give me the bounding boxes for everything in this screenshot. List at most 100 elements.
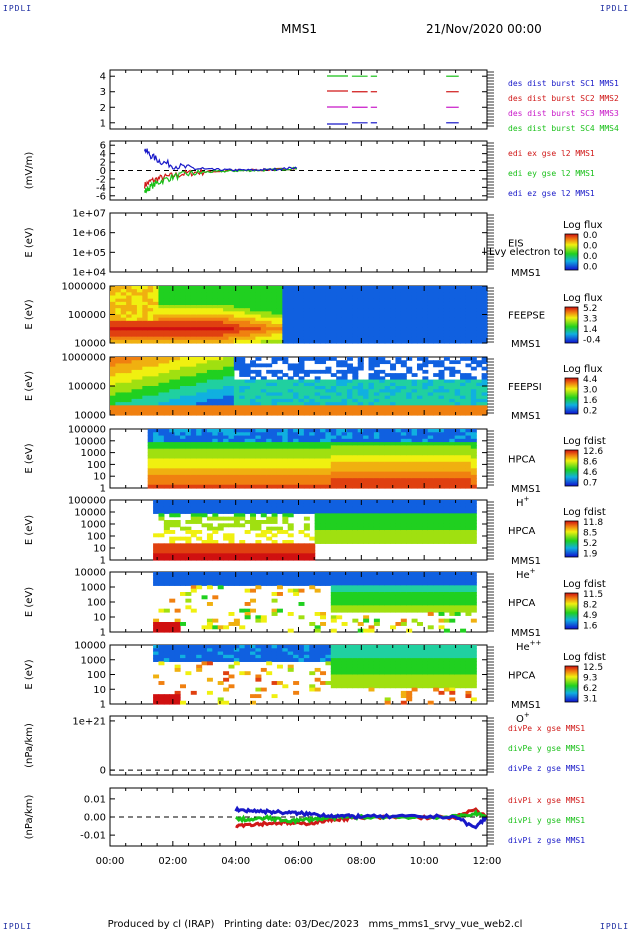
spectrogram-cell-feepse <box>433 308 440 312</box>
spectrogram-cell-feepsi <box>110 411 116 416</box>
spectrogram-cell-hpca-hepp <box>363 598 370 603</box>
spectrogram-cell-feepsi <box>352 398 359 403</box>
spectrogram-cell-hpca-o <box>169 654 176 659</box>
spectrogram-cell-hpca-hepp <box>250 608 257 613</box>
spectrogram-cell-feepse <box>244 295 251 300</box>
spectrogram-cell-feepsi <box>379 379 386 384</box>
spectrogram-cell-feepsi <box>400 389 407 394</box>
spectrogram-cell-hpca-he <box>169 553 176 558</box>
spectrogram-cell-feepsi <box>411 395 418 400</box>
spectrogram-cell-hpca-he <box>314 513 321 518</box>
spectrogram-cell-hpca-h <box>271 461 278 466</box>
spectrogram-cell-hpca-he <box>406 520 413 524</box>
spectrogram-cell-feepse <box>309 336 316 341</box>
spectrogram-cell-feepsi <box>449 411 456 416</box>
spectrogram-cell-feepsi <box>481 392 488 397</box>
spectrogram-cell-hpca-hepp <box>465 592 472 596</box>
spectrogram-cell-feepse <box>346 295 353 300</box>
spectrogram-cell-feepse <box>298 314 305 319</box>
spectrogram-cell-feepse <box>395 295 402 300</box>
spectrogram-cell-feepse <box>363 301 370 306</box>
spectrogram-cell-hpca-h <box>180 432 186 437</box>
spectrogram-cell-feepsi <box>454 379 461 384</box>
spectrogram-cell-feepsi <box>438 405 445 410</box>
spectrogram-cell-hpca-he <box>411 536 418 541</box>
spectrogram-cell-feepse <box>174 301 181 306</box>
spectrogram-cell-feepsi <box>131 379 138 384</box>
spectrogram-cell-hpca-h <box>255 474 262 479</box>
spectrogram-cell-feepsi <box>244 386 251 390</box>
spectrogram-cell-hpca-he <box>373 533 380 538</box>
spectrogram-cell-feepse <box>368 339 375 344</box>
spectrogram-cell-hpca-hepp <box>433 588 440 593</box>
spectrogram-cell-feepse <box>163 301 170 306</box>
spectrogram-cell-hpca-h <box>239 429 246 433</box>
spectrogram-cell-feepsi <box>336 386 343 390</box>
spectrogram-cell-hpca-hepp <box>427 588 434 593</box>
spectrogram-cell-feepsi <box>239 386 246 390</box>
spectrogram-cell-feepse <box>433 333 440 338</box>
spectrogram-cell-hpca-he <box>395 520 402 524</box>
spectrogram-cell-feepse <box>287 298 294 303</box>
spectrogram-cell-hpca-o <box>153 658 160 662</box>
spectrogram-cell-feepsi <box>320 408 327 413</box>
spectrogram-cell-hpca-hepp <box>276 582 283 586</box>
spectrogram-cell-feepsi <box>142 360 149 365</box>
spectrogram-cell-feepse <box>217 320 224 325</box>
spectrogram-cell-hpca-h <box>395 471 402 476</box>
spectrogram-cell-hpca-h <box>346 458 353 463</box>
spectrogram-cell-hpca-o <box>174 690 181 695</box>
spectrogram-cell-hpca-h <box>325 445 332 450</box>
spectrogram-cell-hpca-hepp <box>255 578 262 583</box>
spectrogram-cell-feepse <box>476 327 483 331</box>
spectrogram-cell-hpca-he <box>196 520 203 524</box>
spectrogram-cell-hpca-he <box>379 523 386 528</box>
spectrogram-cell-hpca-hepp <box>390 592 397 596</box>
spectrogram-cell-hpca-he <box>384 503 391 508</box>
spectrogram-cell-feepse <box>217 289 224 293</box>
spectrogram-cell-feepse <box>443 289 450 293</box>
spectrogram-cell-hpca-he <box>282 550 289 554</box>
spectrogram-cell-hpca-he <box>422 540 429 544</box>
spectrogram-cell-hpca-h <box>379 448 386 453</box>
spectrogram-cell-hpca-hepp <box>373 605 380 610</box>
spectrogram-cell-hpca-he <box>206 553 213 558</box>
spectrogram-cell-hpca-h <box>325 465 332 469</box>
spectrogram-cell-feepse <box>427 308 434 312</box>
spectrogram-cell-feepsi <box>416 357 423 361</box>
spectrogram-cell-feepse <box>427 317 434 322</box>
spectrogram-cell-feepsi <box>228 382 235 387</box>
spectrogram-cell-feepse <box>228 317 235 322</box>
spectrogram-cell-feepsi <box>110 405 116 410</box>
spectrogram-cell-feepse <box>341 301 348 306</box>
spectrogram-cell-feepsi <box>406 369 413 374</box>
spectrogram-cell-feepse <box>363 311 370 316</box>
spectrogram-cell-hpca-hepp <box>153 628 160 633</box>
spectrogram-cell-feepsi <box>163 360 170 365</box>
spectrogram-cell-hpca-hepp <box>158 582 165 586</box>
spectrogram-cell-feepse <box>266 327 273 331</box>
spectrogram-cell-hpca-he <box>411 503 418 508</box>
spectrogram-cell-hpca-hepp <box>223 578 230 583</box>
spectrogram-cell-hpca-hepp <box>443 618 450 623</box>
spectrogram-cell-hpca-h <box>217 458 224 463</box>
spectrogram-cell-feepsi <box>384 389 391 394</box>
spectrogram-cell-feepse <box>400 339 407 344</box>
spectrogram-cell-feepsi <box>153 379 160 384</box>
spectrogram-cell-feepsi <box>325 389 332 394</box>
spectrogram-cell-hpca-he <box>346 503 353 508</box>
spectrogram-cell-hpca-hepp <box>341 598 348 603</box>
spectrogram-cell-feepse <box>379 298 386 303</box>
spectrogram-cell-feepse <box>433 317 440 322</box>
spectrogram-cell-hpca-hepp <box>427 582 434 586</box>
spectrogram-cell-feepsi <box>206 386 213 390</box>
spectrogram-cell-hpca-he <box>373 523 380 528</box>
spectrogram-cell-hpca-h <box>276 455 283 460</box>
spectrogram-cell-feepse <box>336 301 343 306</box>
spectrogram-cell-hpca-he <box>384 520 391 524</box>
spectrogram-cell-feepsi <box>115 357 122 361</box>
spectrogram-cell-hpca-h <box>223 474 230 479</box>
spectrogram-cell-hpca-he <box>233 523 240 528</box>
spectrogram-cell-hpca-he <box>217 523 224 528</box>
spectrogram-cell-hpca-he <box>443 523 450 528</box>
